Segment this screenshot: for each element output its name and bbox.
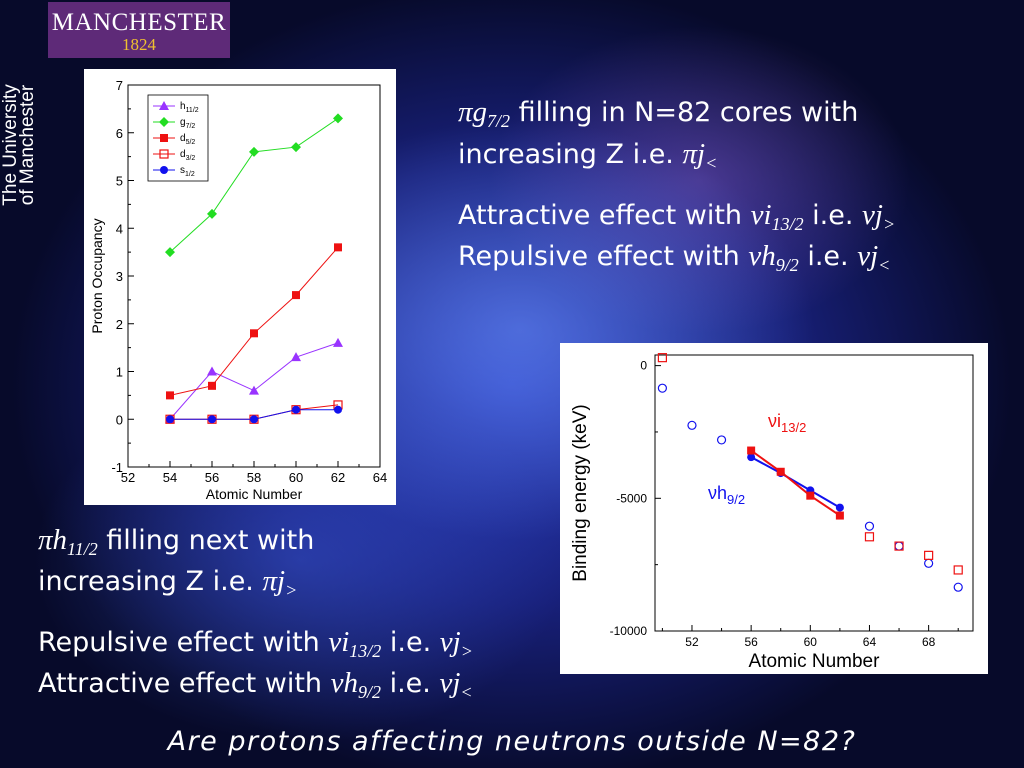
legend-marker bbox=[159, 149, 169, 159]
bottom-text-line-3: Repulsive effect with νi13/2 i.e. νj> bbox=[38, 626, 473, 661]
bottom-text-line-4: Attractive effect with νh9/2 i.e. νj< bbox=[38, 667, 473, 702]
x-axis-label: Atomic Number bbox=[206, 486, 303, 502]
legend-label: s1/2 bbox=[180, 165, 195, 178]
x-tick-label: 68 bbox=[922, 635, 936, 649]
x-tick-label: 56 bbox=[205, 470, 219, 485]
series-line bbox=[750, 456, 841, 509]
legend-label: h11/2 bbox=[180, 101, 199, 114]
data-point bbox=[894, 541, 904, 551]
top-text-line-4: Repulsive effect with νh9/2 i.e. νj< bbox=[458, 240, 891, 275]
x-tick-label: 60 bbox=[804, 635, 818, 649]
y-tick-label: 0 bbox=[116, 412, 123, 427]
series-annotation: νi13/2 bbox=[768, 411, 806, 435]
data-point bbox=[747, 446, 756, 455]
logo-year: 1824 bbox=[122, 35, 156, 54]
binding-energy-chart: 52 56 60 64 68 0 -5000 -10000 Atomic Number Bindi… bbox=[560, 343, 988, 674]
data-point-s1/2 bbox=[334, 405, 342, 414]
plot-frame bbox=[654, 354, 974, 632]
data-point bbox=[657, 383, 667, 393]
y-tick-label: 2 bbox=[116, 317, 123, 332]
series-annotation: νh9/2 bbox=[708, 483, 745, 507]
data-point-s1/2 bbox=[292, 405, 300, 414]
top-text-line-2: increasing Z i.e. πj< bbox=[458, 138, 718, 173]
legend-label: g7/2 bbox=[180, 117, 195, 130]
x-axis-label: Atomic Number bbox=[749, 651, 881, 672]
data-point bbox=[687, 420, 697, 430]
data-point-d5/2 bbox=[292, 291, 300, 300]
binding-energy-svg: 52 56 60 64 68 0 -5000 -10000 Atomic Number Bindi… bbox=[570, 353, 974, 672]
data-point bbox=[864, 532, 875, 542]
data-point-h11/2 bbox=[291, 352, 301, 362]
data-point bbox=[953, 582, 963, 592]
closing-question: Are protons affecting neutrons outside N… bbox=[167, 726, 857, 757]
data-point-h11/2 bbox=[333, 337, 343, 347]
legend-marker bbox=[160, 134, 168, 142]
data-point bbox=[806, 491, 815, 500]
data-point bbox=[864, 521, 875, 531]
x-tick-label: 62 bbox=[331, 470, 345, 485]
data-point-g7/2 bbox=[165, 247, 175, 258]
x-tick-label: 54 bbox=[163, 470, 177, 485]
y-tick-label: 4 bbox=[116, 221, 123, 236]
data-point-g7/2 bbox=[291, 142, 301, 153]
data-point-s1/2 bbox=[250, 415, 258, 424]
y-tick-label: 7 bbox=[116, 78, 123, 93]
top-text-line-1: πg7/2 filling in N=82 cores with bbox=[458, 96, 859, 131]
x-tick-label: 60 bbox=[289, 470, 303, 485]
data-point bbox=[747, 453, 756, 462]
data-point bbox=[924, 558, 934, 568]
x-tick-label: 56 bbox=[744, 635, 758, 649]
y-tick-label: 5 bbox=[116, 174, 123, 189]
legend-label: d3/2 bbox=[180, 149, 195, 162]
x-tick-label: 58 bbox=[247, 470, 261, 485]
y-tick-label: 6 bbox=[116, 126, 123, 141]
series-line bbox=[750, 449, 841, 517]
data-point-s1/2 bbox=[208, 415, 216, 424]
proton-occupancy-chart: 52 54 56 58 60 62 64 -1 0 1 2 3 4 5 6 7 Atomic Number Pro… bbox=[84, 69, 396, 505]
data-point bbox=[657, 353, 667, 363]
y-axis-label: Binding energy (keV) bbox=[570, 404, 591, 581]
top-text-line-3: Attractive effect with νi13/2 i.e. νj> bbox=[458, 199, 896, 234]
y-axis-label: Proton Occupancy bbox=[89, 218, 105, 333]
series-line-d5/2 bbox=[169, 247, 339, 396]
data-point-h11/2 bbox=[249, 385, 259, 395]
data-point bbox=[776, 467, 785, 476]
data-point-d5/2 bbox=[334, 243, 342, 252]
legend-marker bbox=[159, 101, 169, 110]
y-tick-label: -10000 bbox=[610, 624, 648, 638]
x-tick-label: 64 bbox=[373, 470, 387, 485]
data-point-g7/2 bbox=[207, 208, 217, 219]
y-tick-label: 3 bbox=[116, 269, 123, 284]
y-tick-label: -1 bbox=[111, 460, 123, 475]
x-tick-label: 52 bbox=[685, 635, 699, 649]
vertical-label-line-2: of Manchester bbox=[17, 84, 38, 206]
data-point-d5/2 bbox=[166, 391, 174, 400]
legend-marker bbox=[160, 166, 168, 174]
data-point bbox=[953, 565, 963, 575]
y-tick-label: 1 bbox=[116, 365, 123, 380]
x-tick-label: 52 bbox=[121, 470, 135, 485]
data-point-g7/2 bbox=[333, 113, 343, 124]
legend-marker bbox=[159, 117, 169, 127]
data-point-s1/2 bbox=[166, 415, 174, 424]
bottom-text-line-1: πh11/2 filling next with bbox=[38, 524, 315, 559]
legend-label: d5/2 bbox=[180, 133, 195, 146]
data-point-g7/2 bbox=[249, 146, 259, 157]
data-point-d5/2 bbox=[208, 381, 216, 390]
data-point bbox=[835, 503, 844, 512]
y-tick-label: -5000 bbox=[616, 491, 647, 505]
data-point bbox=[894, 541, 904, 551]
x-tick-label: 64 bbox=[863, 635, 877, 649]
data-point bbox=[924, 550, 934, 560]
data-point-d5/2 bbox=[250, 329, 258, 338]
data-point bbox=[716, 435, 727, 445]
university-logo: MANCHESTER 1824 bbox=[48, 2, 230, 58]
bottom-text-line-2: increasing Z i.e. πj> bbox=[38, 565, 298, 600]
university-vertical-label: The University of Manchester bbox=[0, 60, 38, 230]
data-point-h11/2 bbox=[207, 366, 217, 376]
logo-name: MANCHESTER bbox=[51, 9, 227, 36]
y-tick-label: 0 bbox=[640, 359, 647, 373]
data-point bbox=[835, 511, 844, 520]
